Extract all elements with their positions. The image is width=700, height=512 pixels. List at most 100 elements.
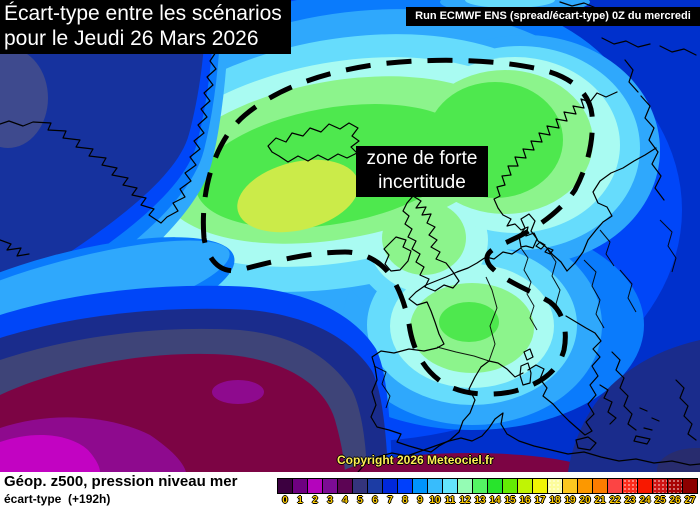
- title-line1: Écart-type entre les scénarios: [4, 2, 282, 25]
- colorbar-cell: 0: [278, 479, 292, 506]
- colorbar-label: 11: [444, 495, 456, 506]
- denmark-coast: [518, 213, 554, 255]
- colorbar-cell: 1: [293, 479, 307, 506]
- colorbar-cell: 13: [473, 479, 487, 506]
- colorbar-swatch: [668, 479, 682, 493]
- colorbar-swatch: [428, 479, 442, 493]
- colorbar-cell: 25: [653, 479, 667, 506]
- baltic-coast: [566, 147, 657, 272]
- colorbar-label: 8: [402, 495, 408, 506]
- colorbar-swatch: [458, 479, 472, 493]
- colorbar-cell: 15: [503, 479, 517, 506]
- colorbar-label: 2: [312, 495, 318, 506]
- uncertainty-core: [237, 159, 359, 233]
- colorbar-cell: 2: [308, 479, 322, 506]
- colorbar-label: 10: [429, 495, 441, 506]
- balkan-coast: [599, 351, 660, 445]
- arctic-fragments: [559, 1, 697, 56]
- corner-slate-patch: [0, 48, 48, 148]
- colorbar-swatch: [473, 479, 487, 493]
- colorbar-label: 20: [579, 495, 591, 506]
- aegean-turkey-coast: [675, 379, 697, 441]
- colorbar-swatch: [293, 479, 307, 493]
- colorbar-label: 24: [639, 495, 651, 506]
- colorbar-cell: 20: [578, 479, 592, 506]
- colorbar-cell: 26: [668, 479, 682, 506]
- se-navy-pocket: [568, 340, 700, 472]
- title-banner: Écart-type entre les scénarios pour le J…: [0, 0, 291, 54]
- colorbar-label: 25: [654, 495, 666, 506]
- annotation-line1: zone de forte: [366, 148, 478, 169]
- annotation-line2: incertitude: [378, 172, 466, 193]
- colorbar-label: 13: [474, 495, 486, 506]
- colorbar-swatch: [488, 479, 502, 493]
- country-borders: [373, 219, 677, 409]
- colorbar-swatch: [443, 479, 457, 493]
- colorbar-cell: 3: [323, 479, 337, 506]
- colorbar-swatch: [638, 479, 652, 493]
- colorbar-swatch: [383, 479, 397, 493]
- west-lightblue-tongue: [0, 240, 230, 350]
- colorbar-label: 14: [489, 495, 501, 506]
- se-corner-navy: [657, 448, 700, 472]
- colorbar-label: 21: [594, 495, 606, 506]
- colorbar: 0 1 2 3 4 5 6 7 8 9 10 11 12 13 14 15 16 17 18 19 20 21 22 23 24…: [277, 478, 698, 506]
- colorbar-swatch: [653, 479, 667, 493]
- colorbar-swatch: [533, 479, 547, 493]
- greenland-navy-region: [0, 0, 207, 288]
- colorbar-label: 23: [624, 495, 636, 506]
- colorbar-label: 26: [669, 495, 681, 506]
- colorbar-cell: 16: [518, 479, 532, 506]
- colorbar-cell: 24: [638, 479, 652, 506]
- colorbar-label: 3: [327, 495, 333, 506]
- colorbar-cell: 27: [683, 479, 697, 506]
- colorbar-swatch: [368, 479, 382, 493]
- colorbar-swatch: [593, 479, 607, 493]
- uncertainty-annotation: zone de forte incertitude: [356, 146, 488, 197]
- colorbar-label: 12: [459, 495, 471, 506]
- colorbar-cell: 11: [443, 479, 457, 506]
- coastlines: [0, 1, 700, 472]
- colorbar-label: 0: [282, 495, 288, 506]
- top-cyan-smudge: [465, 0, 555, 8]
- colorbar-swatch: [503, 479, 517, 493]
- italy-coast: [519, 315, 602, 451]
- iceland-coast: [267, 122, 360, 163]
- colorbar-swatch: [338, 479, 352, 493]
- colorbar-swatch: [623, 479, 637, 493]
- colorbar-cell: 22: [608, 479, 622, 506]
- colorbar-label: 16: [519, 495, 531, 506]
- colorbar-swatch: [548, 479, 562, 493]
- south-wine-band: [341, 453, 599, 472]
- colorbar-cell: 4: [338, 479, 352, 506]
- colorbar-cell: 10: [428, 479, 442, 506]
- colorbar-cell: 12: [458, 479, 472, 506]
- colorbar-label: 15: [504, 495, 516, 506]
- colorbar-label: 9: [417, 495, 423, 506]
- colorbar-cell: 21: [593, 479, 607, 506]
- legend-bar: Géop. z500, pression niveau mer écart-ty…: [0, 472, 700, 512]
- colorbar-cell: 23: [623, 479, 637, 506]
- finland-lines: [624, 59, 665, 201]
- colorbar-label: 7: [387, 495, 393, 506]
- colorbar-label: 22: [609, 495, 621, 506]
- ireland-coast: [383, 236, 412, 272]
- colorbar-cell: 9: [413, 479, 427, 506]
- colorbar-label: 27: [684, 495, 696, 506]
- africa-coast: [357, 412, 700, 472]
- colorbar-cell: 8: [398, 479, 412, 506]
- colorbar-swatch: [578, 479, 592, 493]
- colorbar-swatch: [398, 479, 412, 493]
- colorbar-label: 19: [564, 495, 576, 506]
- colorbar-label: 5: [357, 495, 363, 506]
- colorbar-swatch: [353, 479, 367, 493]
- colorbar-cell: 17: [533, 479, 547, 506]
- colorbar-cell: 18: [548, 479, 562, 506]
- weather-map: [0, 0, 700, 472]
- norway-coast: [493, 91, 618, 272]
- param-subtitle: écart-type (+192h): [4, 492, 111, 506]
- colorbar-cell: 7: [383, 479, 397, 506]
- title-line2: pour le Jeudi 26 Mars 2026: [4, 27, 259, 50]
- sw-purple-spot: [212, 380, 264, 404]
